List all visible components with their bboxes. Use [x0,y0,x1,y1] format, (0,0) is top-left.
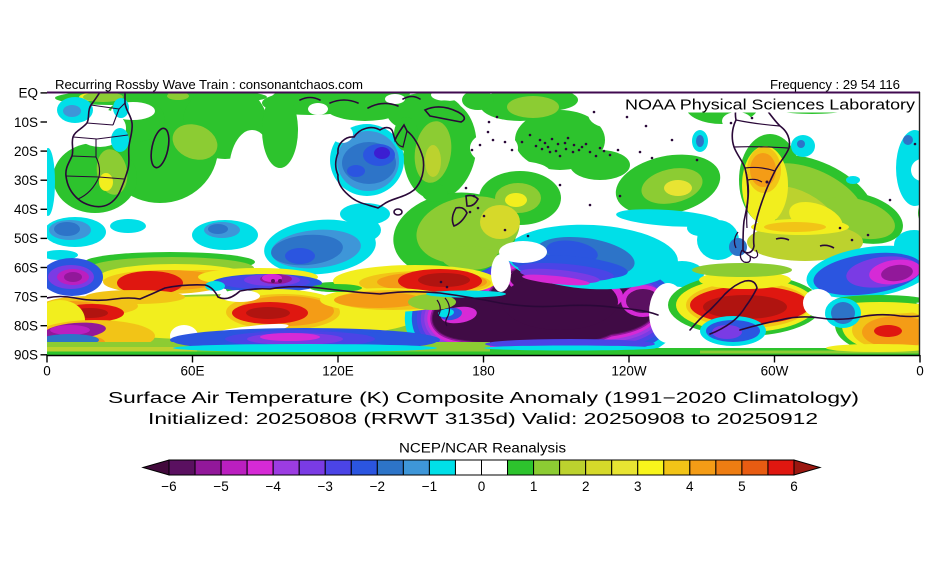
svg-text:60E: 60E [180,364,204,379]
svg-text:1: 1 [530,479,538,494]
svg-text:70S: 70S [14,289,38,304]
svg-text:Frequency : 29 54 116: Frequency : 29 54 116 [770,77,900,92]
svg-text:NCEP/NCAR Reanalysis: NCEP/NCAR Reanalysis [399,441,566,456]
svg-text:2: 2 [582,479,590,494]
svg-text:Recurring Rossby Wave Train :: Recurring Rossby Wave Train : consonantc… [55,77,363,92]
svg-text:180: 180 [472,364,495,379]
svg-text:−6: −6 [161,479,176,494]
svg-text:80S: 80S [14,319,38,334]
svg-text:−4: −4 [265,479,281,494]
svg-text:120E: 120E [322,364,354,379]
svg-text:60S: 60S [14,260,38,275]
svg-text:20S: 20S [14,144,38,159]
svg-text:5: 5 [738,479,746,494]
svg-text:−2: −2 [370,479,385,494]
svg-text:0: 0 [916,364,924,379]
svg-text:50S: 50S [14,231,38,246]
svg-text:−5: −5 [213,479,228,494]
svg-text:NOAA Physical Sciences Laborat: NOAA Physical Sciences Laboratory [625,97,916,114]
svg-text:3: 3 [634,479,642,494]
svg-text:10S: 10S [14,115,38,130]
svg-text:30S: 30S [14,173,38,188]
svg-text:Surface Air Temperature (K) Co: Surface Air Temperature (K) Composite An… [108,390,859,407]
svg-text:0: 0 [43,364,51,379]
svg-text:120W: 120W [611,364,647,379]
svg-text:4: 4 [686,479,694,494]
svg-text:60W: 60W [761,364,789,379]
svg-text:Initialized: 20250808 (RRWT 31: Initialized: 20250808 (RRWT 3135d) Valid… [148,411,818,428]
svg-text:EQ: EQ [18,86,38,101]
svg-text:6: 6 [790,479,798,494]
svg-text:90S: 90S [14,348,38,363]
svg-text:40S: 40S [14,202,38,217]
svg-text:0: 0 [478,479,486,494]
svg-text:−3: −3 [317,479,332,494]
svg-text:−1: −1 [422,479,437,494]
